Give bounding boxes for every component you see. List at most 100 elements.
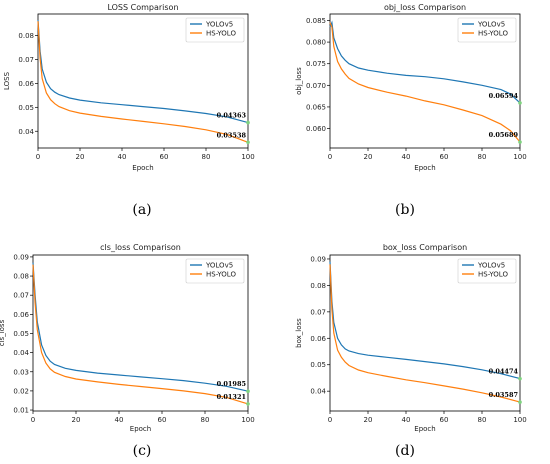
y-tick-label: 0.080 <box>306 39 326 47</box>
y-tick-label: 0.07 <box>310 308 326 316</box>
end-value-label: 0.05689 <box>489 131 519 139</box>
x-tick-label: 80 <box>201 416 210 424</box>
y-tick-label: 0.06 <box>310 335 326 343</box>
x-tick-label: 40 <box>402 416 411 424</box>
plot-frame <box>37 13 249 149</box>
y-tick-label: 0.07 <box>18 56 34 64</box>
chart-title: box_loss Comparison <box>383 243 467 252</box>
y-tick-label: 0.05 <box>310 361 326 369</box>
series-line-yolov5 <box>329 261 521 380</box>
x-tick-label: 20 <box>76 153 85 161</box>
x-tick-label: 20 <box>364 416 373 424</box>
legend-entry: HS-YOLO <box>206 30 236 38</box>
series-line-hs-yolo <box>329 264 521 403</box>
x-tick-label: 0 <box>328 416 332 424</box>
panel-c: (c) cls_loss Comparison 0 20 40 60 80 100 0.01 0… <box>0 243 255 459</box>
plot-frame <box>329 13 521 149</box>
y-tick-label: 0.060 <box>306 125 326 133</box>
y-tick-label: 0.09 <box>310 255 326 263</box>
chart-title: LOSS Comparison <box>107 3 178 12</box>
y-tick-label: 0.04 <box>18 128 34 136</box>
y-tick-label: 0.05 <box>13 330 29 338</box>
end-value-label: 0.03538 <box>217 131 247 139</box>
end-value-label: 0.04474 <box>489 368 519 376</box>
series-endpoint <box>246 120 250 125</box>
y-tick-label: 0.06 <box>13 311 29 319</box>
series-line-hs-yolo <box>329 22 521 143</box>
series-endpoint <box>518 140 522 144</box>
x-tick-label: 60 <box>160 153 169 161</box>
y-tick-label: 0.070 <box>306 82 326 90</box>
series-endpoint <box>518 101 522 105</box>
x-tick-label: 0 <box>328 153 332 161</box>
y-tick-label: 0.065 <box>306 103 326 111</box>
y-tick-label: 0.08 <box>18 32 34 40</box>
series-line-yolov5 <box>32 262 249 392</box>
y-axis-label: obj_loss <box>295 67 303 95</box>
end-value-label: 0.03587 <box>489 391 518 399</box>
y-tick-label: 0.07 <box>13 292 29 300</box>
panel-d: (d) box_loss Comparison 0 20 40 60 80 100 0.04 0… <box>295 243 527 459</box>
x-tick-label: 80 <box>478 153 487 161</box>
x-tick-label: 40 <box>115 416 124 424</box>
series-line-hs-yolo <box>37 21 249 143</box>
x-tick-label: 20 <box>364 153 373 161</box>
end-value-label: 0.04363 <box>217 112 247 120</box>
y-tick-label: 0.02 <box>13 387 29 395</box>
x-tick-label: 100 <box>241 416 254 424</box>
legend-entry: YOLOv5 <box>477 21 505 29</box>
y-axis-label: LOSS <box>3 71 11 90</box>
y-tick-label: 0.04 <box>13 349 29 357</box>
y-tick-label: 0.01 <box>13 407 29 415</box>
x-tick-label: 100 <box>513 416 526 424</box>
x-tick-label: 100 <box>241 153 254 161</box>
y-tick-label: 0.04 <box>310 388 326 396</box>
series-line-hs-yolo <box>32 264 249 405</box>
series-endpoint <box>246 389 250 393</box>
x-axis-label: Epoch <box>414 164 435 172</box>
series-line-yolov5 <box>37 19 249 124</box>
panel-label-c: (c) <box>133 443 152 459</box>
y-tick-label: 0.085 <box>306 17 326 25</box>
end-value-label: 0.01985 <box>217 380 247 388</box>
panel-label-b: (b) <box>395 202 415 218</box>
series-endpoint <box>246 140 250 145</box>
series-line-yolov5 <box>329 20 521 104</box>
x-tick-label: 80 <box>478 416 487 424</box>
y-tick-label: 0.08 <box>310 282 326 290</box>
x-tick-label: 40 <box>118 153 127 161</box>
legend-entry: YOLOv5 <box>477 262 505 270</box>
legend-entry: HS-YOLO <box>478 30 508 38</box>
x-tick-label: 80 <box>202 153 211 161</box>
x-tick-label: 100 <box>513 153 526 161</box>
plot-frame <box>32 254 249 412</box>
y-tick-label: 0.075 <box>306 60 326 68</box>
y-axis-label: box_loss <box>295 318 303 348</box>
plot-frame <box>329 254 521 412</box>
series-endpoint <box>518 376 522 381</box>
y-tick-label: 0.06 <box>18 80 34 88</box>
legend-entry: YOLOv5 <box>205 262 233 270</box>
y-axis-label: cls_loss <box>0 319 6 346</box>
chart-title: obj_loss Comparison <box>384 3 466 12</box>
panel-label-d: (d) <box>395 443 415 459</box>
x-tick-label: 40 <box>402 153 411 161</box>
legend-entry: HS-YOLO <box>478 271 508 279</box>
legend-entry: YOLOv5 <box>205 21 233 29</box>
series-endpoint <box>518 400 522 404</box>
y-tick-label: 0.08 <box>13 273 29 281</box>
panel-b: (b) obj_loss Comparison 0 20 40 60 80 100 0.060… <box>295 3 527 218</box>
y-tick-label: 0.09 <box>13 253 29 261</box>
x-axis-label: Epoch <box>130 425 151 433</box>
panel-a: (a) LOSS Comparison 0 20 40 60 80 100 0.04 0.05 0… <box>3 3 255 218</box>
series-endpoint <box>246 402 250 406</box>
x-axis-label: Epoch <box>132 164 153 172</box>
x-tick-label: 0 <box>31 416 35 424</box>
y-tick-label: 0.05 <box>18 104 34 112</box>
panel-label-a: (a) <box>132 202 151 218</box>
